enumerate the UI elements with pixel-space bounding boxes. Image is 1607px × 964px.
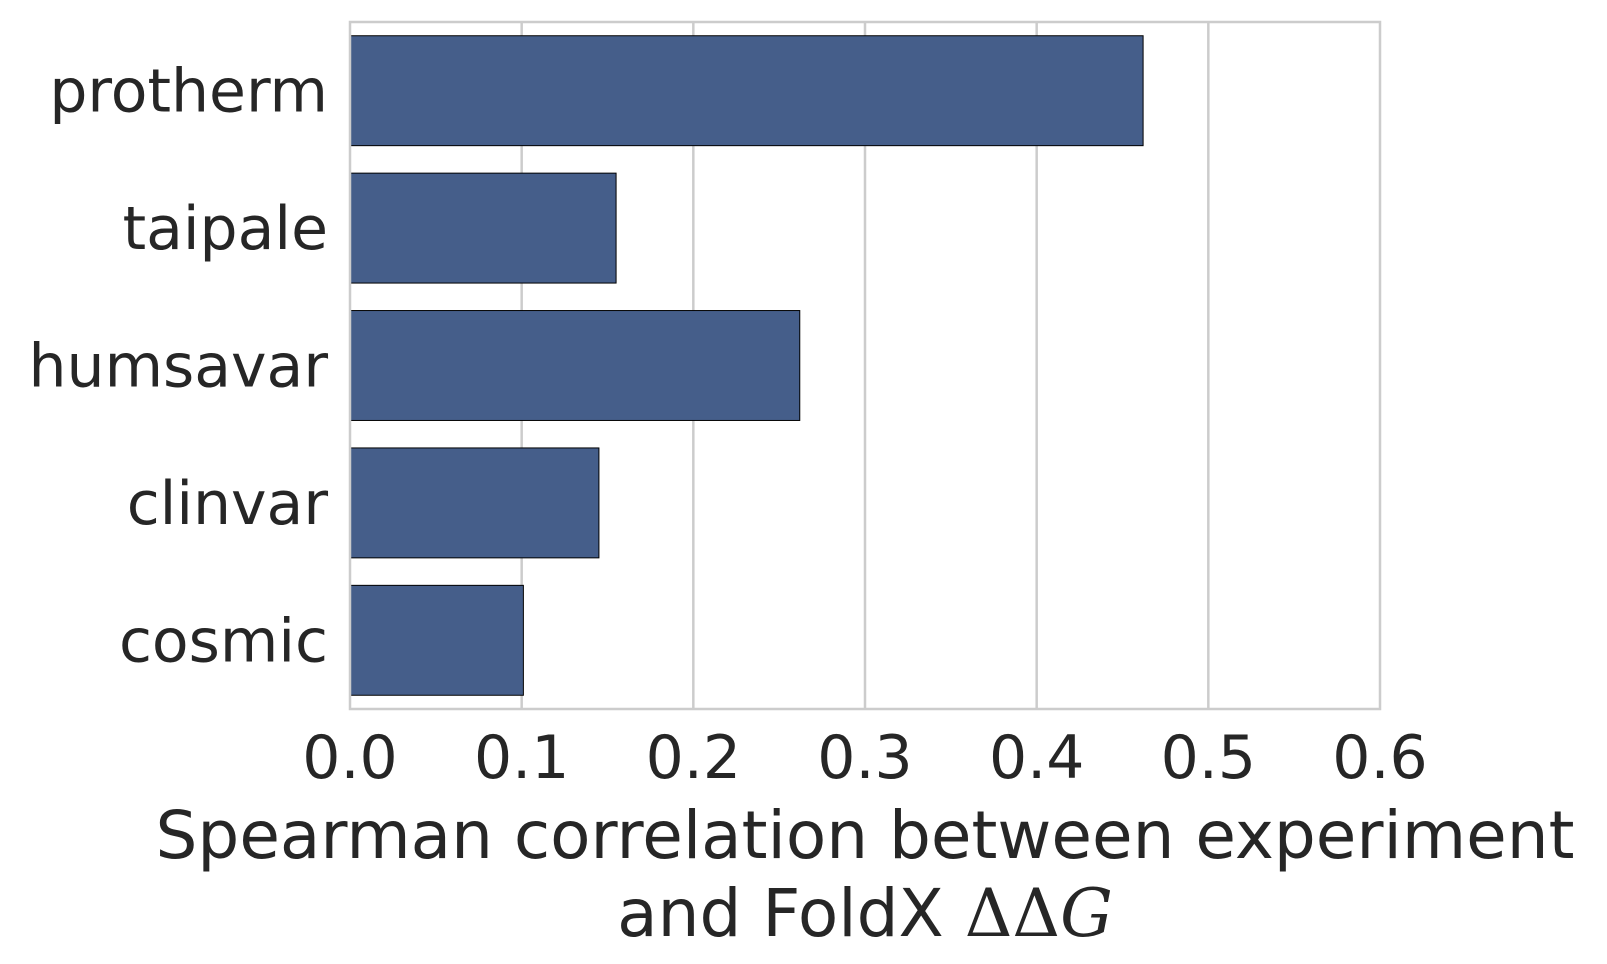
bar-humsavar [349,310,801,421]
bar-protherm [349,35,1144,147]
x-tick-label: 0.3 [817,723,912,793]
x-tick-label: 0.6 [1332,723,1427,793]
y-tick-label-cosmic: cosmic [119,606,328,676]
y-tick-label-clinvar: clinvar [127,469,329,539]
x-axis-title-math-var: G [1060,875,1113,952]
y-tick-label-humsavar: humsavar [29,332,329,402]
bar-clinvar [349,447,600,559]
x-tick-label: 0.0 [302,723,397,793]
y-tick-label-taipale: taipale [123,194,328,264]
y-tick-label-protherm: protherm [49,57,328,127]
plot-frame [348,20,1382,711]
x-axis-title-line1: Spearman correlation between experiment [156,797,1575,874]
bar-cosmic [349,584,524,696]
x-tick-labels: 0.0 0.1 0.2 0.3 0.4 0.5 0.6 [302,723,1427,793]
x-tick-label: 0.4 [989,723,1084,793]
x-tick-label: 0.1 [474,723,569,793]
bar-taipale [349,172,617,284]
bars [349,35,1144,696]
x-tick-label: 0.2 [646,723,741,793]
x-axis-title-line2-text: and FoldX [617,875,965,952]
x-axis-title-line2: and FoldX ΔΔG [617,875,1113,952]
x-axis-title-math-delta: ΔΔ [965,875,1060,952]
x-tick-label: 0.5 [1161,723,1256,793]
y-tick-labels: protherm taipale humsavar clinvar cosmic [29,57,329,677]
